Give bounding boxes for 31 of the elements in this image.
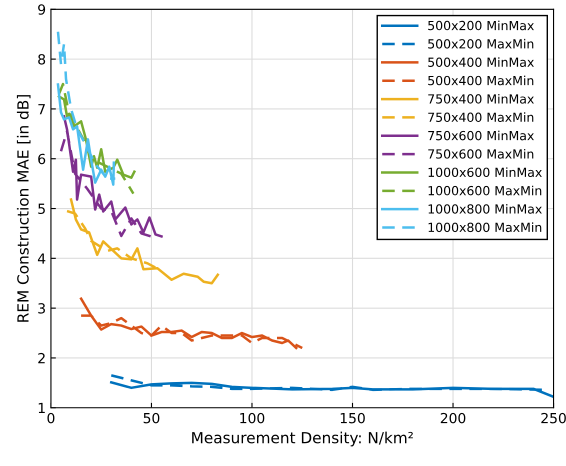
legend-label: 500x200 MaxMin [428,38,534,49]
y-tick-label: 4 [38,253,46,264]
legend-label: 500x400 MaxMin [428,76,534,86]
legend-label: 750x600 MaxMin [428,149,534,159]
x-tick-label: 250 [541,412,566,424]
x-tick-label: 150 [340,412,365,424]
x-axis-title: Measurement Density: N/km² [192,432,413,446]
line-series [70,198,220,284]
y-axis-title: REM Construction MAE [in dB] [16,95,31,322]
x-tick-label: 200 [440,412,466,424]
y-tick-label: 1 [38,402,45,414]
legend-label: 750x400 MaxMin [428,112,534,122]
legend-label: 1000x800 MinMax [428,204,542,214]
y-tick-label: 2 [38,352,45,364]
legend-label: 1000x600 MinMax [428,167,542,178]
legend-label: 1000x800 MaxMin [428,222,542,232]
y-tick-label: 7 [38,104,45,114]
y-tick-label: 5 [38,204,45,214]
legend-label: 500x400 MinMax [428,57,534,67]
y-tick-label: 6 [38,154,46,164]
line-series [62,115,163,238]
legend-label: 500x200 MinMax [428,20,534,30]
legend-label: 750x400 MinMax [428,94,534,104]
x-tick-label: 50 [144,412,160,424]
y-tick-label: 9 [38,4,46,15]
x-tick-label: 100 [240,412,264,424]
y-tick-label: 8 [38,54,46,65]
legend-label: 1000x600 MaxMin [428,186,542,196]
x-tick-label: 0 [47,412,54,424]
y-tick-label: 3 [38,303,45,314]
legend-label: 750x600 MinMax [428,130,534,140]
